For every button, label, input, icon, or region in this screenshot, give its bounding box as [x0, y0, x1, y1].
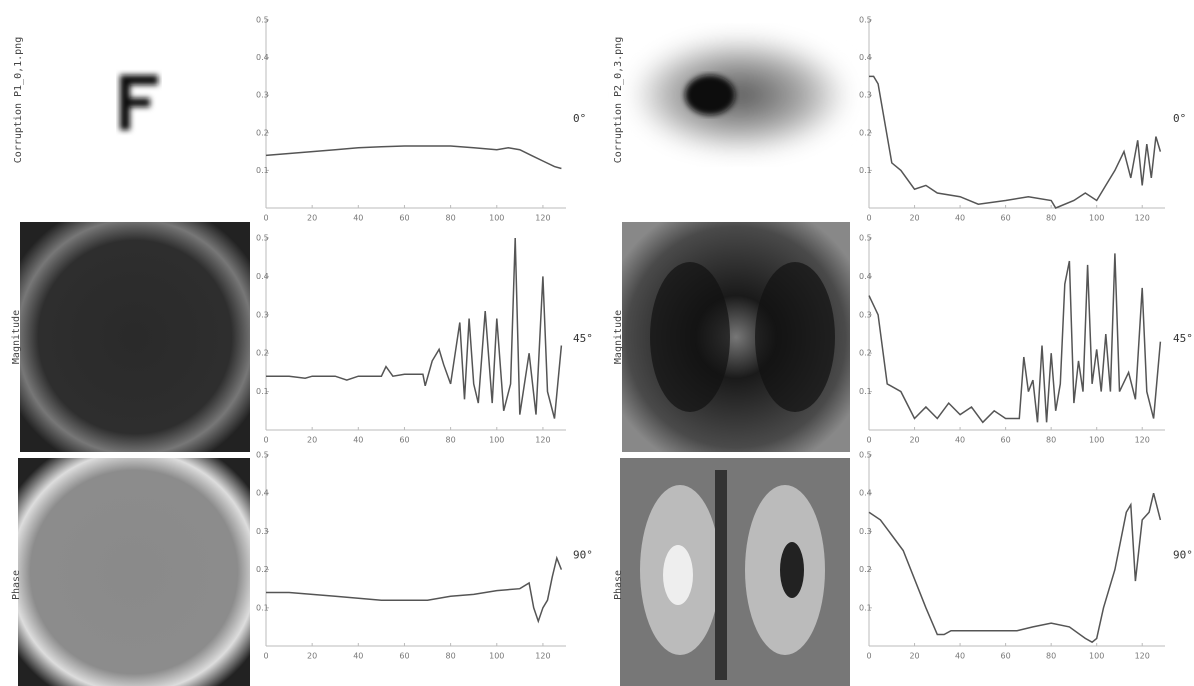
annotation: 45° [573, 332, 593, 345]
magnitude-label: Magnitude [613, 310, 624, 364]
y-tick-label: 0.1 [256, 387, 269, 396]
line [868, 493, 1162, 644]
annotation: 0° [573, 112, 586, 125]
line [868, 253, 1162, 424]
y-tick-label: 0.5 [859, 451, 872, 460]
x-tick-label: 20 [909, 652, 919, 661]
x-tick-label: 60 [399, 436, 409, 445]
y-tick-label: 0.5 [256, 234, 269, 243]
magnitude-label: Magnitude [11, 310, 22, 364]
x-tick-label: 120 [535, 652, 550, 661]
x-tick-label: 100 [1089, 652, 1104, 661]
phase-image [18, 458, 250, 686]
x-tick-label: 40 [353, 652, 363, 661]
x-tick-label: 0 [263, 652, 268, 661]
x-tick-label: 20 [307, 652, 317, 661]
y-tick-label: 0.5 [256, 451, 269, 460]
x-tick-label: 80 [446, 652, 456, 661]
x-tick-label: 80 [1046, 214, 1056, 223]
x-tick-label: 60 [1001, 436, 1011, 445]
x-tick-label: 60 [1001, 214, 1011, 223]
x-tick-label: 40 [353, 436, 363, 445]
annotation: 90° [573, 549, 593, 562]
line [266, 555, 563, 624]
magnitude-image [622, 222, 850, 452]
y-tick-label: 0.3 [859, 310, 872, 319]
y-tick-label: 0.3 [256, 527, 269, 536]
image-title: Corruption P2_0,3.png [613, 37, 624, 163]
x-tick-label: 80 [446, 214, 456, 223]
y-tick-label: 0.5 [859, 16, 872, 25]
x-tick-label: 80 [1046, 652, 1056, 661]
corrupted-image [120, 75, 158, 130]
x-tick-label: 20 [307, 214, 317, 223]
x-tick-label: 60 [399, 652, 409, 661]
x-tick-label: 120 [1135, 214, 1150, 223]
y-tick-label: 0.4 [256, 489, 269, 498]
annotation: 45° [1173, 332, 1193, 345]
y-tick-label: 0.3 [256, 91, 269, 100]
annotation: 90° [1173, 549, 1193, 562]
x-tick-label: 100 [489, 436, 504, 445]
x-tick-label: 100 [1089, 214, 1104, 223]
x-tick-label: 80 [446, 436, 456, 445]
y-tick-label: 0.1 [859, 166, 872, 175]
corrupted-image [630, 35, 850, 155]
x-tick-label: 20 [909, 214, 919, 223]
x-tick-label: 0 [866, 652, 871, 661]
y-tick-label: 0.4 [256, 53, 269, 62]
line [266, 237, 563, 419]
x-tick-label: 0 [263, 214, 268, 223]
y-tick-label: 0.3 [859, 91, 872, 100]
y-tick-label: 0.3 [256, 310, 269, 319]
phase-image [620, 458, 850, 686]
y-tick-label: 0.1 [256, 603, 269, 612]
image-title: Corruption P1_0,1.png [13, 37, 24, 163]
y-tick-label: 0.1 [859, 603, 872, 612]
line [869, 75, 1162, 209]
y-tick-label: 0.4 [859, 489, 872, 498]
y-tick-label: 0.2 [256, 128, 269, 137]
y-tick-label: 0.2 [859, 349, 872, 358]
x-tick-label: 120 [535, 214, 550, 223]
y-tick-label: 0.1 [256, 166, 269, 175]
x-tick-label: 100 [489, 652, 504, 661]
annotation: 0° [1173, 112, 1186, 125]
x-tick-label: 40 [955, 214, 965, 223]
magnitude-image [20, 222, 250, 452]
y-tick-label: 0.1 [859, 387, 872, 396]
phase-label: Phase [613, 570, 624, 600]
y-tick-label: 0.4 [256, 272, 269, 281]
x-tick-label: 120 [1135, 652, 1150, 661]
phase-label: Phase [11, 570, 22, 600]
y-tick-label: 0.5 [859, 234, 872, 243]
x-tick-label: 40 [955, 652, 965, 661]
x-tick-label: 0 [866, 436, 871, 445]
y-tick-label: 0.4 [859, 53, 872, 62]
x-tick-label: 100 [1089, 436, 1104, 445]
x-tick-label: 120 [535, 436, 550, 445]
x-tick-label: 80 [1046, 436, 1056, 445]
x-tick-label: 20 [307, 436, 317, 445]
x-tick-label: 120 [1135, 436, 1150, 445]
line [265, 145, 562, 170]
y-tick-label: 0.2 [859, 128, 872, 137]
x-tick-label: 0 [263, 436, 268, 445]
y-tick-label: 0.4 [859, 272, 872, 281]
y-tick-label: 0.3 [859, 527, 872, 536]
x-tick-label: 40 [353, 214, 363, 223]
y-tick-label: 0.2 [256, 565, 269, 574]
x-tick-label: 60 [399, 214, 409, 223]
x-tick-label: 60 [1001, 652, 1011, 661]
x-tick-label: 0 [866, 214, 871, 223]
x-tick-label: 100 [489, 214, 504, 223]
x-tick-label: 20 [909, 436, 919, 445]
y-tick-label: 0.2 [256, 349, 269, 358]
y-tick-label: 0.5 [256, 16, 269, 25]
y-tick-label: 0.2 [859, 565, 872, 574]
x-tick-label: 40 [955, 436, 965, 445]
